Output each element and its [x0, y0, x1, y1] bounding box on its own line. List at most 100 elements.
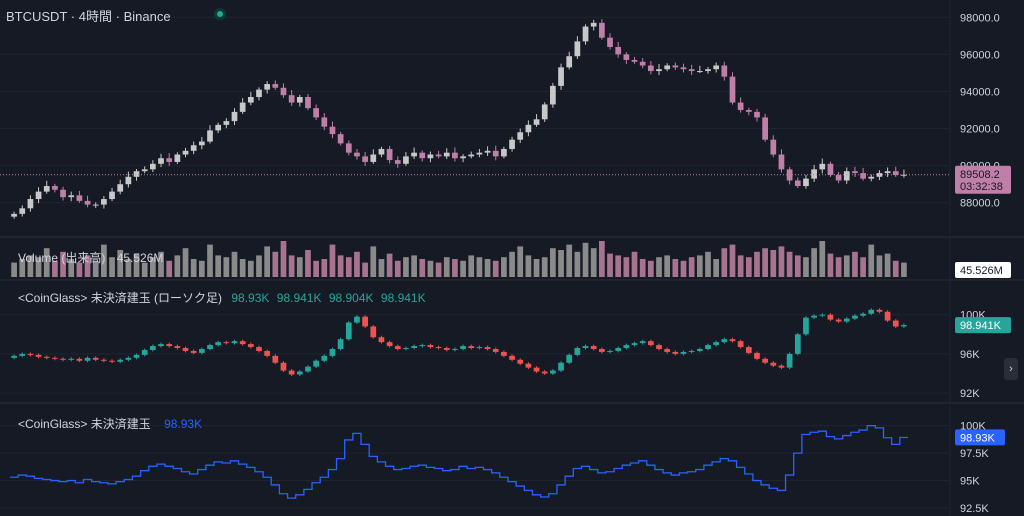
oi-candle: [125, 357, 132, 360]
volume-bar: [639, 259, 646, 277]
volume-bar: [239, 259, 246, 277]
volume-bar: [313, 260, 319, 277]
price-candle: [476, 152, 483, 155]
oi-candle: [321, 355, 328, 361]
oi-candle: [843, 318, 850, 322]
price-candle: [582, 26, 589, 42]
volume-bar: [256, 255, 262, 277]
price-candle: [533, 119, 540, 125]
volume-bar: [745, 257, 752, 277]
oi-candle: [272, 355, 279, 363]
volume-bar: [166, 260, 173, 277]
volume-bar: [125, 259, 132, 277]
price-candle: [378, 148, 385, 155]
price-candle: [721, 65, 728, 77]
oi-candle: [141, 349, 148, 355]
oi-line-tick-label: 95K: [960, 476, 980, 488]
oi-candle: [411, 346, 417, 349]
oi-line-badge-label: 98.93K: [960, 432, 996, 444]
price-candle: [92, 204, 99, 206]
oi-candle: [688, 350, 695, 352]
volume-bar: [811, 248, 817, 277]
volume-bar: [84, 255, 91, 277]
volume-bar: [354, 251, 360, 277]
oi-candle: [133, 354, 140, 358]
volume-bar: [688, 257, 695, 277]
volume-bar: [443, 257, 450, 277]
volume-bar: [876, 255, 883, 277]
oi-candle: [378, 337, 385, 343]
volume-bar: [92, 260, 99, 277]
volume-bar: [794, 255, 801, 277]
volume-bar: [631, 251, 638, 277]
oi-candle: [231, 341, 238, 344]
oi-candle: [354, 316, 360, 323]
price-tick-label: 98000.0: [960, 12, 1000, 24]
oi-candle: [207, 345, 213, 349]
oi-candle: [362, 316, 368, 327]
volume-bar: [27, 255, 34, 277]
price-candle: [452, 152, 458, 159]
price-candle: [19, 208, 26, 214]
price-candle: [272, 84, 279, 88]
price-tick-label: 94000.0: [960, 86, 1000, 98]
oi-candle: [754, 352, 760, 359]
oi-candle: [101, 359, 107, 361]
volume-badge-label: 45.526M: [960, 265, 1003, 277]
oi-candle: [215, 342, 222, 346]
volume-bar: [35, 257, 42, 277]
oi-candle: [35, 354, 42, 357]
price-candle: [762, 117, 768, 140]
price-candle: [101, 199, 107, 205]
oi-candle: [550, 370, 556, 374]
symbol-name: BTCUSDT: [6, 9, 68, 24]
oi-candle: [623, 345, 630, 349]
title-separator: ·: [115, 9, 120, 24]
volume-legend: Volume (出来高) 45.526M: [18, 249, 163, 266]
oi-line-badge: [955, 429, 1005, 446]
volume-bar: [247, 260, 254, 277]
price-candle: [166, 158, 173, 162]
volume-bar: [843, 255, 850, 277]
volume-title: Volume (出来高): [18, 251, 106, 265]
oi-candle: [582, 346, 589, 349]
price-candle: [288, 95, 295, 103]
volume-bar: [737, 255, 744, 277]
price-candle: [631, 59, 638, 62]
oi-candle: [247, 344, 254, 348]
oi-candle: [794, 334, 801, 354]
symbol-title[interactable]: BTCUSDT · 4時間 · Binance: [6, 6, 171, 25]
price-candle: [215, 124, 222, 131]
oi-candle: [427, 345, 434, 348]
oi-candle: [443, 348, 450, 350]
volume-bar: [713, 259, 720, 277]
oi-candle: [174, 346, 181, 349]
oi-candle: [84, 357, 91, 361]
oi-candle: [386, 342, 393, 347]
oi-candle: [92, 357, 99, 360]
oi-candle: [117, 359, 124, 362]
oi-candle: [484, 347, 491, 349]
volume-bar: [150, 257, 156, 277]
oi-candle: [158, 344, 164, 347]
oi-candle: [737, 341, 744, 348]
title-separator-1: ·: [70, 9, 76, 24]
oi-candle: [721, 339, 728, 343]
price-candle: [419, 152, 426, 159]
volume-bar: [729, 244, 736, 277]
oi-candle: [403, 348, 409, 350]
oi-candle: [713, 342, 720, 346]
oi-candle-badge: [955, 317, 1011, 334]
volume-bar: [305, 250, 311, 277]
oi-candle: [876, 309, 883, 312]
price-candle: [337, 134, 344, 144]
price-candle: [133, 171, 140, 177]
last-price-badge: [955, 165, 1011, 194]
price-candle: [754, 111, 760, 118]
price-candle: [794, 180, 801, 187]
collapse-chevron-icon[interactable]: ›: [1004, 358, 1018, 380]
oi-candle: [150, 346, 156, 350]
oi-candle: [729, 339, 736, 342]
